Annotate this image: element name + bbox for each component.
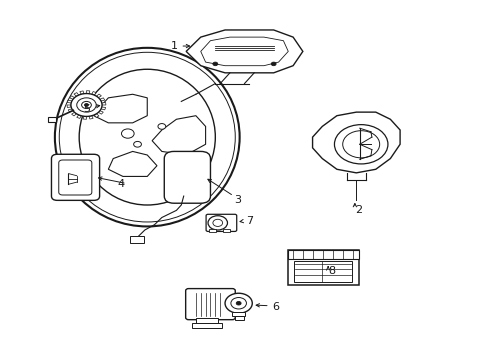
Circle shape <box>230 297 246 309</box>
Text: 8: 8 <box>328 266 335 276</box>
Circle shape <box>342 131 379 158</box>
Circle shape <box>158 123 165 129</box>
Bar <box>208 229 216 232</box>
Ellipse shape <box>79 69 215 205</box>
Polygon shape <box>77 115 81 118</box>
Ellipse shape <box>59 52 235 222</box>
FancyBboxPatch shape <box>205 214 236 231</box>
Polygon shape <box>101 107 105 110</box>
FancyBboxPatch shape <box>59 160 92 195</box>
Polygon shape <box>100 98 104 101</box>
Polygon shape <box>80 91 83 94</box>
Circle shape <box>133 141 141 147</box>
Circle shape <box>334 125 387 164</box>
Circle shape <box>212 62 217 66</box>
Polygon shape <box>83 116 86 119</box>
Polygon shape <box>67 105 71 108</box>
Text: 6: 6 <box>272 302 279 312</box>
Polygon shape <box>89 116 93 119</box>
Bar <box>293 261 352 282</box>
Text: 5: 5 <box>83 104 90 113</box>
FancyBboxPatch shape <box>185 289 235 320</box>
Circle shape <box>121 129 134 138</box>
Circle shape <box>236 301 241 305</box>
FancyBboxPatch shape <box>164 152 210 203</box>
Text: 2: 2 <box>354 205 362 215</box>
Polygon shape <box>201 37 287 66</box>
Bar <box>130 236 143 243</box>
Polygon shape <box>69 96 74 99</box>
Polygon shape <box>108 152 157 176</box>
Polygon shape <box>102 103 106 105</box>
Circle shape <box>71 94 102 116</box>
Bar <box>232 312 244 316</box>
Text: 1: 1 <box>170 41 177 51</box>
Circle shape <box>84 104 88 107</box>
Bar <box>287 249 358 285</box>
Polygon shape <box>94 114 99 117</box>
Circle shape <box>224 293 252 313</box>
Text: 4: 4 <box>117 179 124 189</box>
Polygon shape <box>94 94 147 123</box>
Bar <box>234 316 243 320</box>
Bar <box>47 117 56 122</box>
Circle shape <box>81 102 91 109</box>
Polygon shape <box>67 100 72 103</box>
Bar <box>192 323 221 328</box>
Polygon shape <box>86 91 90 94</box>
Circle shape <box>271 62 276 66</box>
Polygon shape <box>96 94 101 98</box>
Bar <box>222 229 229 232</box>
Ellipse shape <box>55 48 239 226</box>
Polygon shape <box>98 111 103 114</box>
Polygon shape <box>186 30 302 73</box>
Polygon shape <box>152 116 205 155</box>
Circle shape <box>207 216 227 230</box>
Polygon shape <box>74 93 79 96</box>
Circle shape <box>77 98 96 112</box>
Text: 7: 7 <box>245 216 252 226</box>
FancyBboxPatch shape <box>51 154 100 201</box>
Polygon shape <box>71 112 76 116</box>
Bar <box>196 318 217 323</box>
Circle shape <box>212 219 222 226</box>
Polygon shape <box>68 109 73 112</box>
Text: 3: 3 <box>233 195 240 204</box>
Polygon shape <box>92 91 96 95</box>
Bar <box>287 249 358 258</box>
Polygon shape <box>312 112 399 173</box>
